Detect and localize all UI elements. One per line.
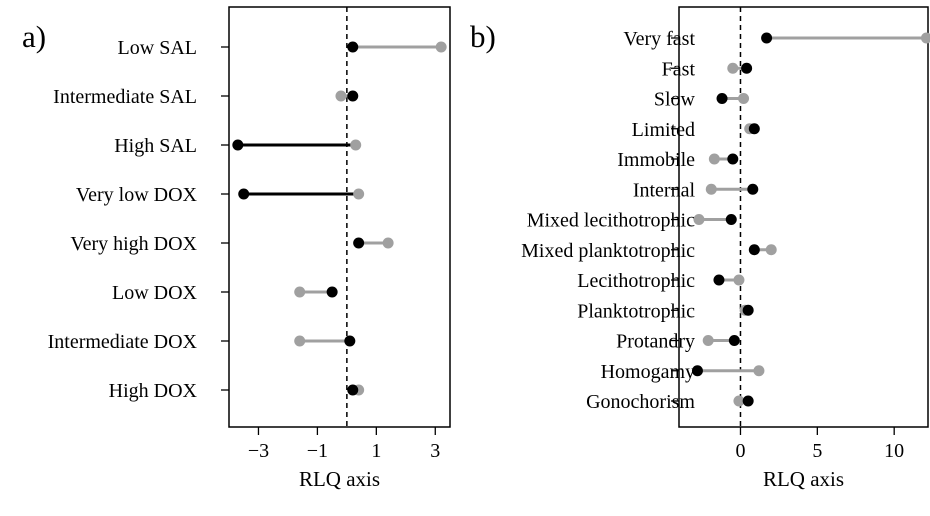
category-label: Very low DOX [76, 184, 198, 206]
category-label: Limited [632, 119, 695, 141]
category-label: Immobile [617, 149, 695, 171]
grey-point [753, 365, 765, 377]
black-point [728, 335, 740, 346]
category-label: Slow [654, 89, 696, 111]
x-tick-label: 3 [430, 440, 440, 462]
grey-point [350, 139, 362, 151]
grey-point [335, 90, 347, 102]
black-point [725, 214, 737, 225]
category-label: Low SAL [118, 37, 197, 59]
grey-point [738, 93, 750, 104]
category-label: Intermediate DOX [48, 331, 198, 353]
grey-point [353, 188, 365, 200]
category-label: Gonochorism [586, 391, 695, 413]
black-point [741, 62, 753, 74]
black-point [761, 32, 773, 44]
category-label: Very fast [623, 28, 695, 50]
category-label: Very high DOX [70, 233, 197, 255]
category-label: High DOX [109, 380, 198, 402]
category-label: Intermediate SAL [53, 86, 197, 108]
category-label: Mixed planktotrophic [521, 240, 695, 262]
black-point [747, 183, 759, 195]
black-point [748, 244, 760, 256]
x-tick-label: −1 [307, 440, 328, 462]
plot-frame [228, 6, 451, 428]
category-label: Mixed lecithotrophic [527, 210, 695, 232]
panel-label: b) [470, 19, 496, 54]
x-axis-label: RLQ axis [299, 467, 380, 491]
black-point [691, 365, 703, 377]
x-tick-label: 1 [371, 440, 381, 462]
grey-point [733, 395, 745, 407]
grey-point [765, 244, 777, 256]
x-tick-label: 5 [812, 440, 822, 462]
grey-point [382, 237, 394, 249]
grey-point [920, 32, 930, 44]
black-point [742, 395, 754, 407]
x-tick-label: 10 [884, 440, 904, 462]
black-point [353, 237, 365, 249]
category-label: Fast [662, 58, 696, 80]
category-label: Homogamy [601, 361, 695, 383]
panel-b: b) 0 5 10 RLQ axis Very fast Fast Slow Limited Im… [470, 6, 930, 491]
category-label: Protandry [616, 331, 695, 353]
black-point [326, 286, 338, 298]
black-point [344, 335, 356, 347]
grey-point [435, 41, 447, 53]
x-axis-label: RLQ axis [763, 467, 844, 491]
black-point [232, 139, 244, 151]
black-point [713, 274, 725, 286]
black-point [742, 304, 754, 316]
black-point [347, 41, 359, 53]
x-tick-label: 0 [735, 440, 745, 462]
grey-point [727, 62, 739, 74]
grey-point [693, 214, 705, 225]
category-label: Internal [633, 179, 696, 201]
grey-point [294, 286, 306, 298]
grey-point [708, 153, 720, 165]
panel-a: a) −3 −1 1 3 RLQ axis Low SAL Intermediate SAL H… [22, 6, 451, 491]
grey-point [705, 183, 717, 195]
x-tick-label: −3 [248, 440, 269, 462]
black-point [716, 93, 728, 104]
category-label: Planktotrophic [577, 300, 695, 322]
black-point [748, 123, 760, 135]
panel-label: a) [22, 19, 46, 54]
plot-frame [678, 6, 929, 428]
category-label: Lecithotrophic [577, 270, 695, 292]
black-point [347, 384, 359, 396]
grey-point [702, 335, 714, 346]
grey-point [294, 335, 306, 347]
category-label: High SAL [114, 135, 197, 157]
black-point [727, 153, 739, 165]
category-label: Low DOX [112, 282, 198, 304]
black-point [347, 90, 359, 102]
black-point [238, 188, 250, 200]
grey-point [733, 274, 745, 286]
